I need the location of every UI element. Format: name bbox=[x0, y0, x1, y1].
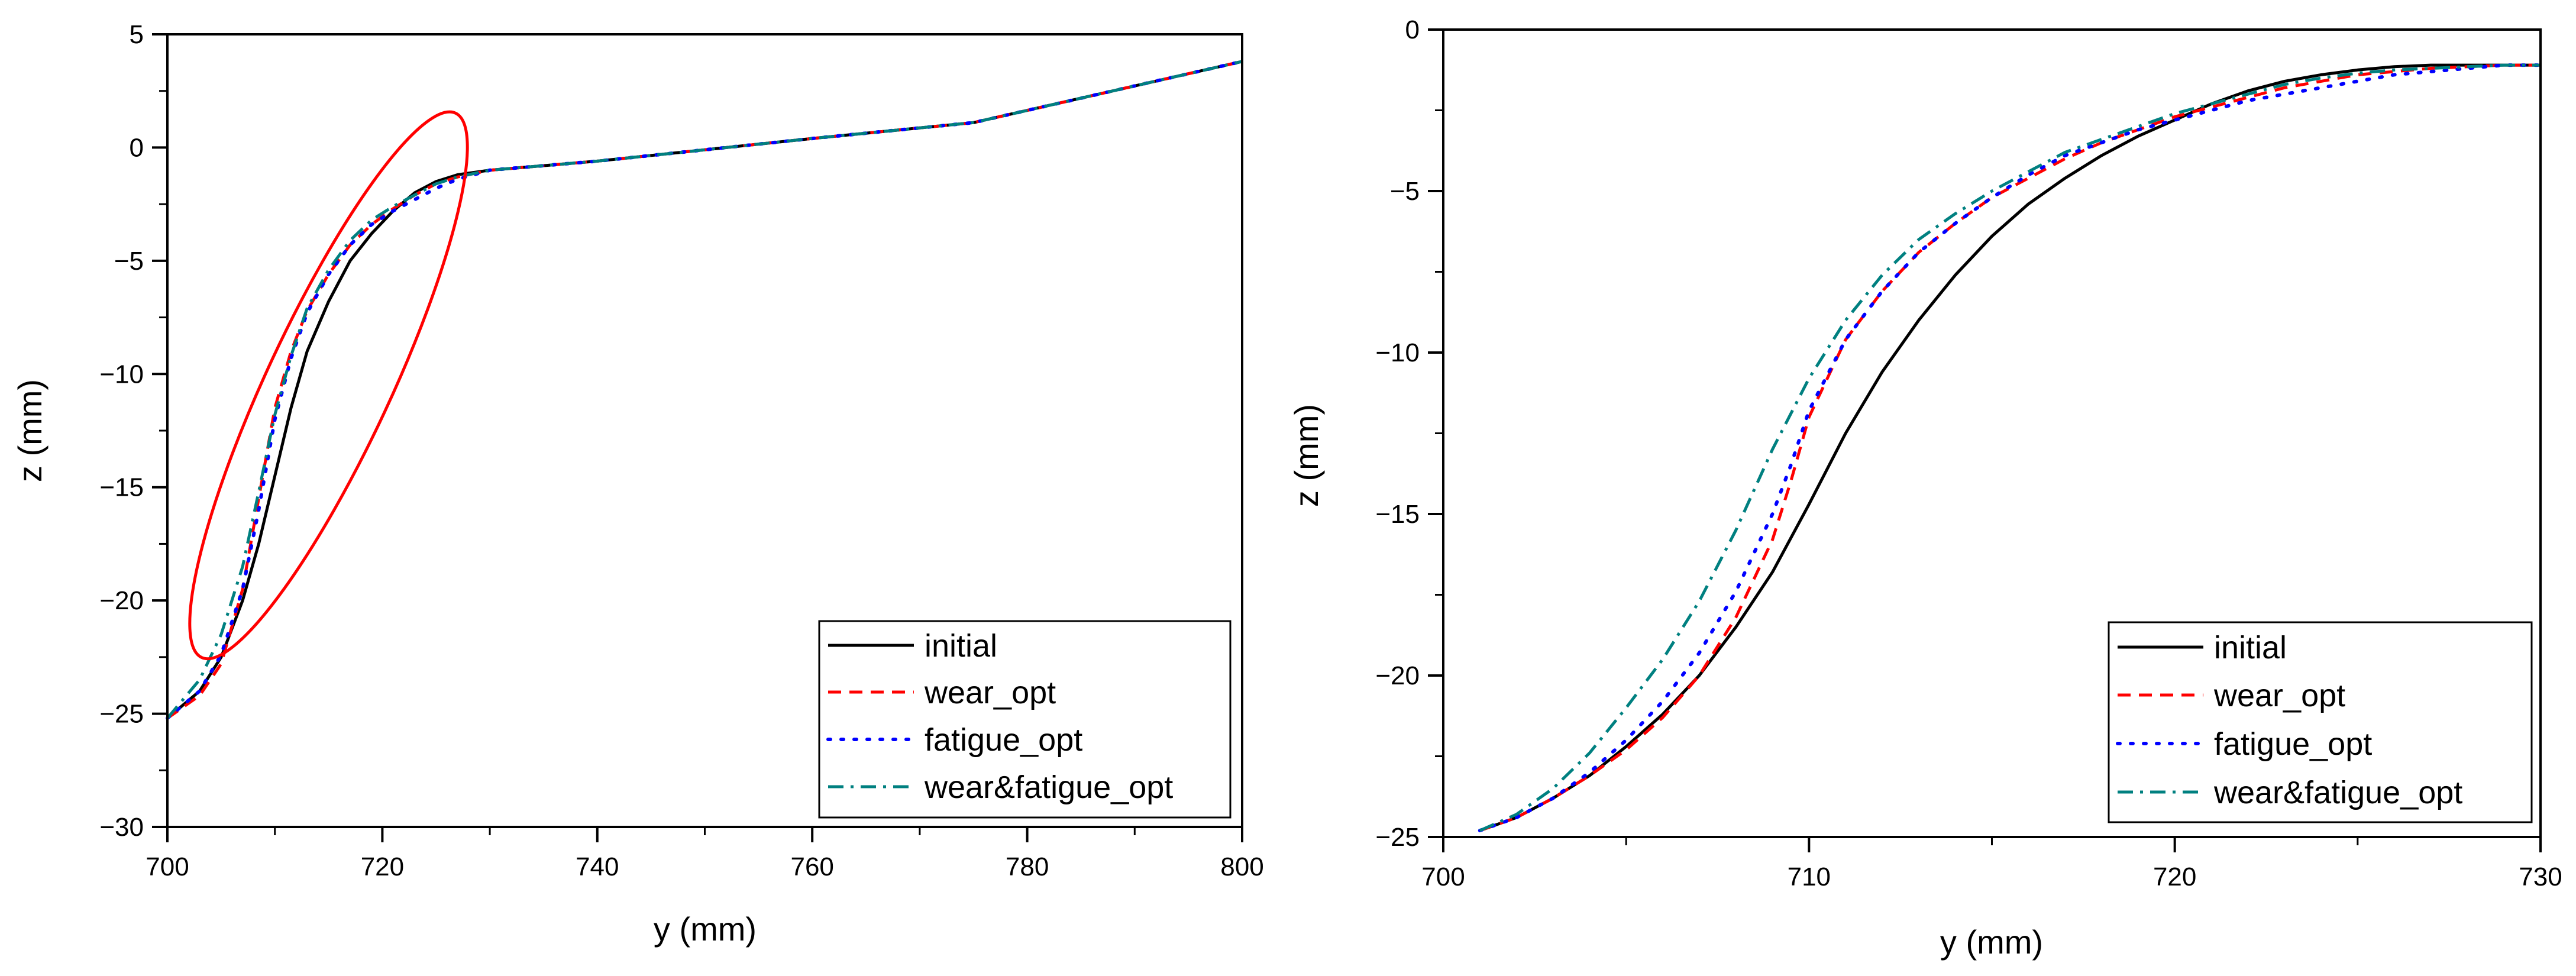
right-x-tick-label: 730 bbox=[2519, 862, 2562, 891]
right-series-wear-fatigue-opt bbox=[1479, 63, 2541, 832]
left-y-tick-label: −5 bbox=[114, 247, 144, 276]
right-y-tick-label: −10 bbox=[1375, 338, 1420, 367]
right-x-axis-label: y (mm) bbox=[1940, 923, 2043, 961]
left-y-axis-label: z (mm) bbox=[11, 379, 49, 482]
zoom-region-ellipse bbox=[188, 110, 469, 661]
left-y-tick-label: −20 bbox=[99, 586, 144, 615]
left-legend-label-wear-fatigue-opt: wear&fatigue_opt bbox=[924, 770, 1173, 805]
left-x-tick-label: 700 bbox=[146, 852, 189, 881]
right-legend-label-fatigue-opt: fatigue_opt bbox=[2214, 726, 2372, 762]
right-y-axis-label: z (mm) bbox=[1288, 404, 1325, 507]
right-legend-label-initial: initial bbox=[2214, 630, 2287, 665]
left-y-tick-label: −30 bbox=[99, 813, 144, 842]
left-legend-label-initial: initial bbox=[925, 628, 997, 664]
right-series-fatigue-opt bbox=[1478, 63, 2542, 833]
right-panel: 700 710 720 730 −25 −20 −15 −10 −5 0 y (mm) z (m… bbox=[1288, 15, 2562, 961]
right-plot-lines bbox=[1478, 63, 2542, 833]
right-series-initial bbox=[1479, 63, 2541, 832]
left-y-tick-label: −25 bbox=[99, 700, 144, 729]
right-y-tick-label: −5 bbox=[1390, 177, 1420, 206]
right-legend-box bbox=[2108, 621, 2533, 823]
right-x-tick-label: 710 bbox=[1788, 862, 1831, 891]
left-legend-label-fatigue-opt: fatigue_opt bbox=[925, 722, 1082, 758]
right-y-tick-label: −15 bbox=[1375, 500, 1420, 529]
left-x-tick-label: 740 bbox=[576, 852, 619, 881]
left-y-tick-label: −15 bbox=[99, 473, 144, 502]
right-x-ticks: 700 710 720 730 bbox=[1421, 837, 2562, 891]
left-x-tick-label: 800 bbox=[1220, 852, 1263, 881]
left-series-wear-fatigue-opt bbox=[166, 60, 1243, 719]
right-y-tick-label: 0 bbox=[1405, 15, 1420, 44]
left-legend-box bbox=[818, 620, 1232, 819]
left-plot-lines bbox=[166, 59, 1244, 720]
left-y-tick-label: 0 bbox=[130, 133, 144, 162]
left-x-ticks: 700 720 740 760 780 800 bbox=[146, 827, 1264, 881]
left-y-ticks: −30 −25 −20 −15 −10 −5 0 5 bbox=[99, 20, 167, 842]
left-legend-label-wear-opt: wear_opt bbox=[924, 675, 1056, 710]
right-y-tick-label: −25 bbox=[1375, 823, 1420, 852]
left-series-initial bbox=[166, 60, 1243, 720]
right-legend-label-wear-fatigue-opt: wear&fatigue_opt bbox=[2213, 775, 2462, 810]
left-series-fatigue-opt bbox=[166, 59, 1244, 720]
right-legend: initial wear_opt fatigue_opt wear&fatigu… bbox=[2108, 621, 2533, 823]
left-x-tick-label: 720 bbox=[361, 852, 404, 881]
right-series-wear-opt bbox=[1479, 63, 2541, 832]
left-x-tick-label: 760 bbox=[790, 852, 833, 881]
left-legend: initial wear_opt fatigue_opt wear&fatigu… bbox=[818, 620, 1232, 819]
left-panel: 700 720 740 760 780 800 −30 −25 −20 −15 −10 −5 0 5 y… bbox=[11, 20, 1264, 948]
left-x-axis-label: y (mm) bbox=[654, 910, 757, 948]
left-y-tick-label: 5 bbox=[130, 20, 144, 49]
right-y-ticks: −25 −20 −15 −10 −5 0 bbox=[1375, 15, 1443, 852]
left-y-tick-label: −10 bbox=[99, 360, 144, 389]
left-series-wear-opt bbox=[166, 60, 1243, 720]
right-x-tick-label: 700 bbox=[1421, 862, 1465, 891]
left-x-tick-label: 780 bbox=[1006, 852, 1049, 881]
right-x-tick-label: 720 bbox=[2153, 862, 2196, 891]
right-legend-label-wear-opt: wear_opt bbox=[2213, 678, 2345, 713]
right-y-tick-label: −20 bbox=[1375, 661, 1420, 690]
